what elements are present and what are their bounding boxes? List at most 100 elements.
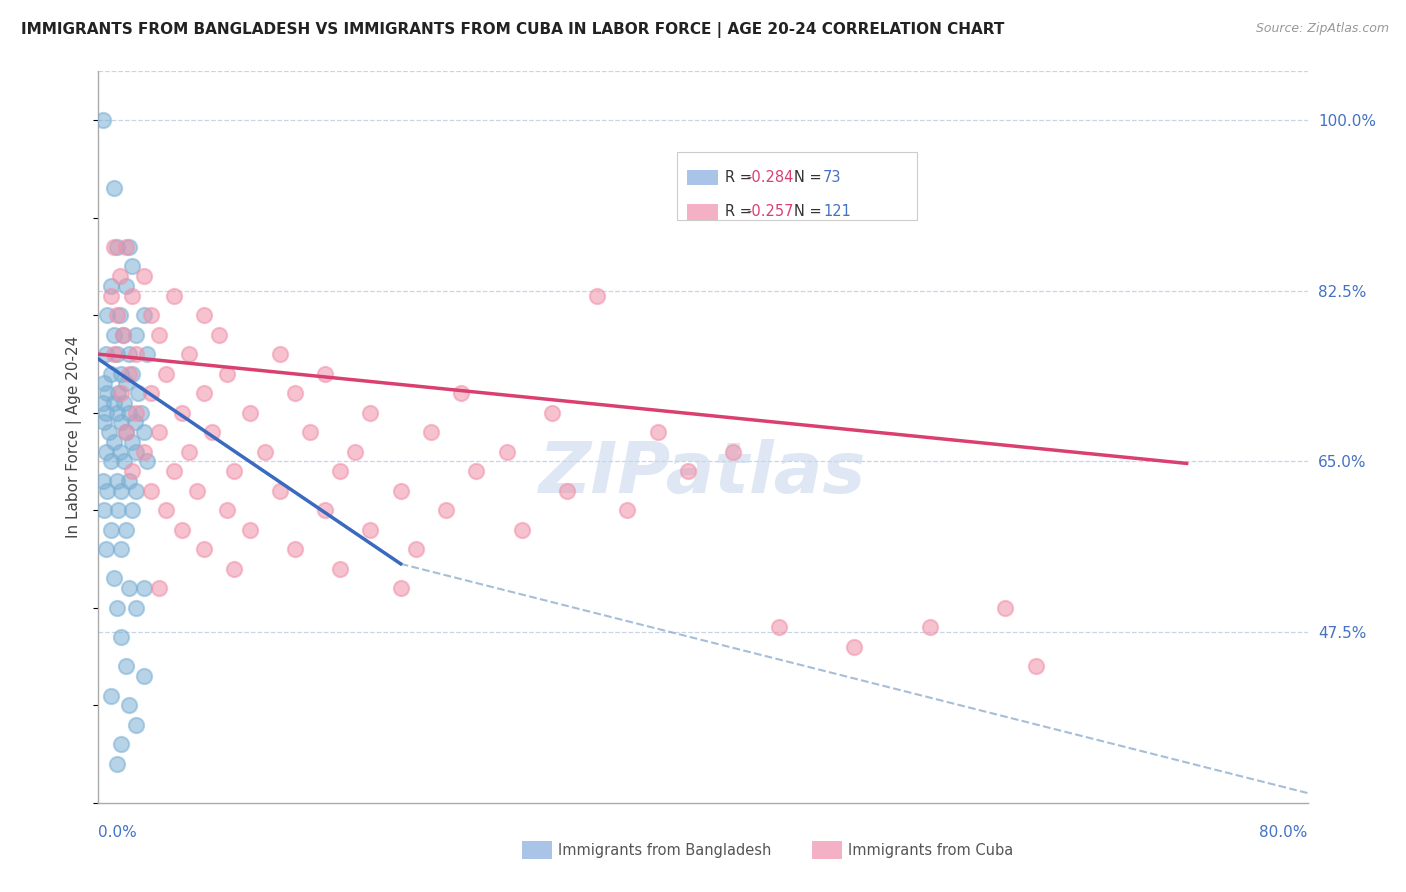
Point: [110, 737, 132, 751]
Point: [389, 581, 412, 595]
Point: [586, 288, 609, 302]
Point: [118, 347, 141, 361]
Point: [163, 464, 186, 478]
Point: [112, 454, 135, 468]
Point: [114, 425, 136, 440]
Point: [141, 308, 163, 322]
Point: [495, 444, 517, 458]
Point: [132, 669, 155, 683]
Point: [215, 503, 238, 517]
Point: [125, 327, 148, 342]
Point: [112, 396, 135, 410]
Point: [125, 406, 148, 420]
Point: [105, 474, 128, 488]
Point: [114, 523, 136, 537]
Text: R =: R =: [725, 170, 756, 185]
Point: [253, 444, 276, 458]
Point: [127, 386, 149, 401]
Point: [121, 260, 143, 274]
FancyBboxPatch shape: [686, 204, 717, 219]
Point: [616, 503, 638, 517]
Point: [314, 367, 336, 381]
Point: [103, 434, 125, 449]
Point: [107, 386, 129, 401]
Point: [129, 406, 152, 420]
Point: [284, 386, 307, 401]
Point: [93, 503, 115, 517]
Point: [100, 689, 122, 703]
Point: [135, 347, 157, 361]
Point: [100, 279, 122, 293]
Point: [111, 327, 134, 342]
Point: [105, 406, 128, 420]
Point: [155, 367, 177, 381]
Point: [132, 269, 155, 284]
Text: -0.284: -0.284: [747, 170, 794, 185]
Point: [148, 327, 170, 342]
Point: [170, 406, 193, 420]
Point: [105, 600, 128, 615]
Point: [420, 425, 443, 440]
Text: -0.257: -0.257: [747, 204, 794, 219]
Point: [389, 483, 412, 498]
Point: [314, 503, 336, 517]
Point: [100, 454, 122, 468]
Point: [118, 698, 141, 713]
Point: [124, 416, 146, 430]
Point: [118, 474, 141, 488]
Text: 0.0%: 0.0%: [98, 825, 138, 839]
Point: [103, 347, 125, 361]
Point: [329, 562, 352, 576]
Point: [100, 523, 122, 537]
Point: [141, 483, 163, 498]
Text: Immigrants from Bangladesh: Immigrants from Bangladesh: [558, 843, 772, 858]
Point: [208, 327, 231, 342]
Point: [100, 367, 122, 381]
Point: [110, 416, 132, 430]
Point: [94, 406, 117, 420]
Point: [193, 308, 215, 322]
Point: [103, 181, 125, 195]
Point: [179, 347, 201, 361]
Point: [94, 347, 117, 361]
Point: [96, 386, 118, 401]
Point: [114, 376, 136, 391]
Text: Source: ZipAtlas.com: Source: ZipAtlas.com: [1256, 22, 1389, 36]
Point: [103, 240, 125, 254]
Text: Immigrants from Cuba: Immigrants from Cuba: [848, 843, 1014, 858]
Point: [193, 542, 215, 557]
Point: [108, 269, 131, 284]
Point: [110, 630, 132, 644]
Point: [132, 581, 155, 595]
Point: [125, 483, 148, 498]
Point: [224, 562, 246, 576]
Point: [994, 600, 1017, 615]
Point: [434, 503, 457, 517]
Point: [94, 444, 117, 458]
Point: [1024, 659, 1046, 673]
Point: [344, 444, 367, 458]
Point: [118, 406, 141, 420]
Point: [105, 240, 128, 254]
Point: [723, 444, 745, 458]
Point: [239, 406, 262, 420]
Point: [555, 483, 578, 498]
Text: N =: N =: [794, 204, 827, 219]
Point: [98, 425, 121, 440]
Point: [132, 444, 155, 458]
Point: [284, 542, 307, 557]
Text: 121: 121: [824, 204, 851, 219]
Point: [125, 347, 148, 361]
Point: [121, 464, 143, 478]
Point: [110, 367, 132, 381]
FancyBboxPatch shape: [686, 169, 717, 186]
Point: [163, 288, 186, 302]
Point: [132, 425, 155, 440]
Point: [114, 425, 136, 440]
Point: [110, 542, 132, 557]
Point: [329, 464, 352, 478]
Point: [114, 279, 136, 293]
Point: [111, 327, 134, 342]
Point: [114, 659, 136, 673]
Point: [100, 288, 122, 302]
